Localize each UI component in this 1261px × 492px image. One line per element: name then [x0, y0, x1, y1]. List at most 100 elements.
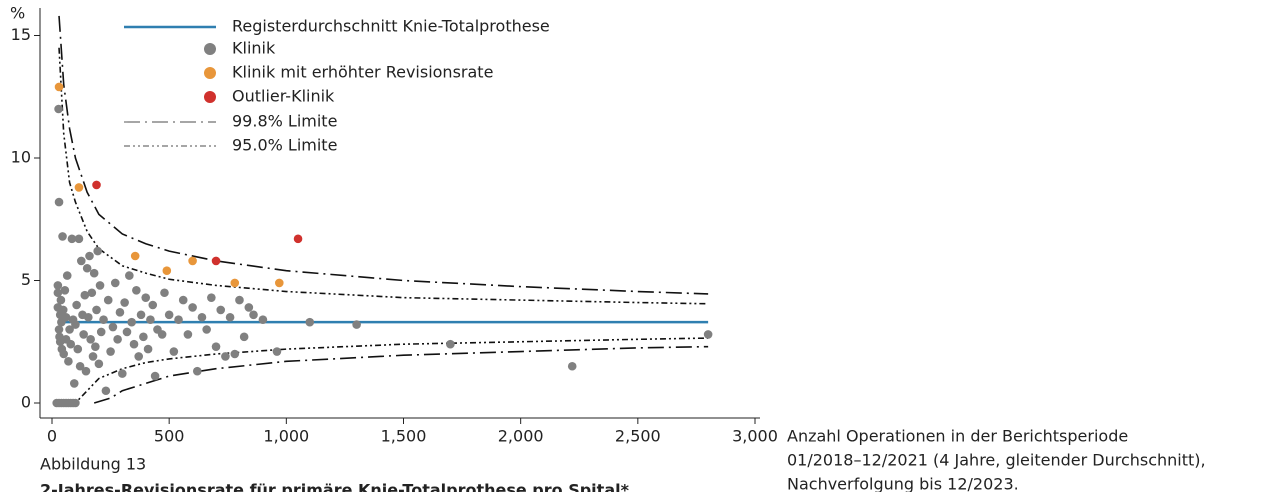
point	[122, 327, 132, 337]
point	[87, 288, 97, 298]
point	[703, 330, 713, 339]
x-tick-label: 0	[47, 427, 57, 446]
point	[221, 352, 230, 361]
point	[110, 278, 120, 288]
x-tick-label: 500	[154, 427, 185, 446]
point	[129, 339, 139, 349]
point	[244, 303, 254, 312]
point	[211, 256, 221, 266]
point	[113, 335, 122, 344]
point	[74, 183, 84, 192]
caption-title: 2-Jahres-Revisionsrate für primäre Knie-…	[40, 481, 630, 492]
point	[188, 303, 197, 312]
point	[230, 349, 240, 359]
point	[84, 312, 93, 322]
point	[272, 347, 282, 356]
point	[148, 300, 158, 310]
y-tick-label: 10	[11, 148, 31, 167]
point	[132, 286, 141, 295]
point	[134, 352, 144, 361]
point	[54, 82, 64, 92]
point	[169, 347, 179, 356]
point	[192, 366, 202, 376]
point	[139, 332, 148, 342]
legend-label: 99.8% Limite	[232, 112, 337, 131]
point	[53, 281, 63, 290]
point	[120, 298, 129, 307]
limit-line	[66, 337, 709, 404]
point	[54, 197, 64, 207]
legend-label: 95.0% Limite	[232, 136, 337, 155]
point	[258, 315, 268, 325]
point	[61, 312, 71, 322]
point	[230, 278, 240, 288]
point	[54, 325, 64, 334]
point	[101, 386, 111, 396]
caption: Abbildung 13	[40, 455, 146, 474]
point	[127, 317, 136, 327]
y-axis-label: %	[10, 4, 25, 23]
point	[146, 315, 155, 325]
point	[53, 288, 63, 298]
point	[66, 339, 76, 349]
point	[79, 330, 88, 339]
point	[58, 232, 67, 241]
point	[235, 295, 244, 305]
x-tick-label: 3,000	[732, 427, 778, 446]
point	[80, 290, 90, 300]
point	[91, 342, 100, 351]
point	[85, 251, 94, 261]
point	[71, 320, 80, 329]
point	[275, 278, 284, 288]
point	[225, 312, 235, 322]
point	[157, 330, 167, 339]
legend-swatch	[204, 43, 216, 55]
point	[118, 369, 127, 378]
point	[95, 281, 105, 290]
point	[65, 325, 74, 334]
limit-line	[93, 345, 709, 404]
point	[76, 256, 86, 266]
point	[69, 379, 79, 388]
point	[72, 300, 81, 310]
point	[94, 359, 104, 369]
point	[141, 293, 151, 302]
point	[115, 308, 125, 317]
legend-swatch	[204, 91, 216, 103]
point	[197, 312, 207, 322]
limit-line	[58, 47, 709, 305]
point	[60, 286, 70, 295]
point	[446, 339, 455, 349]
point	[207, 293, 216, 302]
point	[188, 256, 197, 266]
point	[178, 295, 188, 305]
point	[567, 361, 577, 371]
point	[73, 344, 83, 354]
point	[82, 263, 92, 273]
point	[293, 234, 303, 244]
point	[58, 305, 68, 315]
point	[216, 305, 226, 315]
x-tick-label: 2,000	[498, 427, 544, 446]
point	[174, 315, 183, 325]
point	[93, 246, 102, 256]
point	[211, 342, 221, 351]
point	[183, 330, 193, 339]
point	[92, 180, 101, 190]
point	[103, 295, 113, 305]
legend-label: Klinik	[232, 39, 276, 58]
point	[54, 104, 63, 114]
point	[71, 398, 80, 408]
point	[160, 288, 169, 298]
point	[136, 310, 146, 320]
x-axis-label: Anzahl Operationen in der Berichtsperiod…	[787, 427, 1128, 446]
point	[106, 347, 115, 356]
legend-swatch	[204, 67, 216, 79]
point	[305, 317, 315, 327]
point	[59, 349, 69, 359]
point	[249, 310, 258, 320]
point	[202, 325, 211, 334]
point	[352, 320, 361, 329]
limit-line	[58, 15, 709, 295]
point	[150, 371, 160, 381]
